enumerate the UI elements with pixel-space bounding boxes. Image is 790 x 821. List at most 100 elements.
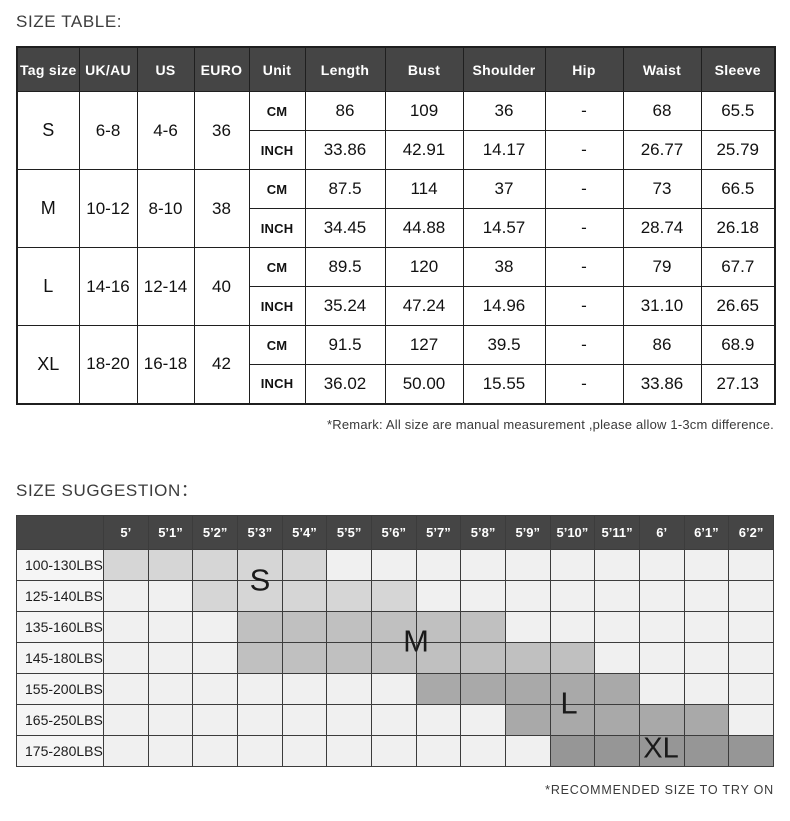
measurement-cell: 109 (384, 91, 464, 131)
empty-cell (147, 579, 194, 612)
weight-row: 100-130LBS (16, 548, 774, 581)
weight-label-cell: 165-250LBS (16, 703, 104, 736)
uk-au-cell: 6-8 (78, 91, 138, 170)
size-suggestion-grid: 5’ 5’1” 5’2” 5’3” 5’4” 5’5” 5’6” 5’7” 5’8” 5’9” 5’… (16, 514, 774, 767)
empty-cell (415, 734, 462, 767)
measurement-cell: - (544, 208, 624, 248)
euro-cell: 42 (193, 325, 250, 404)
weight-label-cell: 100-130LBS (16, 548, 104, 581)
empty-cell (147, 641, 194, 674)
size-region-cell-m (281, 610, 328, 643)
size-region-cell-s (370, 579, 417, 612)
measurement-cell: 79 (622, 247, 702, 287)
measurement-cell: 120 (384, 247, 464, 287)
size-region-cell-xl (549, 734, 596, 767)
measurement-cell: 34.45 (304, 208, 386, 248)
height-column-header: 5’5” (326, 514, 372, 550)
empty-cell (326, 672, 372, 705)
measurement-cell: 37 (462, 169, 546, 209)
height-column-header: 5’8” (460, 514, 506, 550)
empty-cell (192, 610, 238, 643)
empty-cell (281, 734, 328, 767)
empty-cell (683, 672, 730, 705)
empty-cell (147, 734, 194, 767)
weight-row: 135-160LBS (16, 610, 774, 643)
empty-cell (192, 641, 238, 674)
height-column-header: 5’6” (370, 514, 417, 550)
measurement-cell: 73 (622, 169, 702, 209)
us-cell: 4-6 (136, 91, 195, 170)
size-table-column-header: Shoulder (462, 46, 546, 92)
us-cell: 8-10 (136, 169, 195, 248)
empty-cell (236, 672, 283, 705)
size-row-cm: S 6-8 4-6 36 CM 86 109 36-68 65.5 (16, 91, 776, 170)
empty-cell (326, 548, 372, 581)
size-region-cell-l (549, 672, 596, 705)
unit-cell: CM (248, 325, 306, 365)
tag-size-cell: M (16, 169, 80, 248)
size-region-cell-s (236, 579, 283, 612)
size-table-column-header: Unit (248, 46, 306, 92)
size-table-column-header: UK/AU (78, 46, 138, 92)
empty-cell (103, 610, 149, 643)
uk-au-cell: 18-20 (78, 325, 138, 404)
empty-cell (192, 672, 238, 705)
size-region-cell-l (638, 703, 685, 736)
measurement-cell: 67.7 (700, 247, 776, 287)
size-region-cell-xl (638, 734, 685, 767)
unit-cell: CM (248, 169, 306, 209)
empty-cell (370, 548, 417, 581)
tag-size-cell: S (16, 91, 80, 170)
suggestion-body: 100-130LBS 125-140LBS 135-160LBS 145-180LBS… (16, 548, 774, 767)
height-column-header: 5’11” (594, 514, 640, 550)
measurement-cell: 27.13 (700, 364, 776, 404)
empty-cell (594, 610, 640, 643)
size-region-cell-s (192, 579, 238, 612)
measurement-cell: 36.02 (304, 364, 386, 404)
size-region-cell-s (192, 548, 238, 581)
empty-cell (370, 734, 417, 767)
empty-cell (147, 703, 194, 736)
empty-cell (683, 579, 730, 612)
weight-row: 175-280LBS (16, 734, 774, 767)
euro-cell: 36 (193, 91, 250, 170)
size-table-column-header: Tag size (16, 46, 80, 92)
size-table-column-header: Waist (622, 46, 702, 92)
size-region-cell-m (236, 641, 283, 674)
measurement-cell: 44.88 (384, 208, 464, 248)
euro-cell: 38 (193, 169, 250, 248)
empty-cell (415, 703, 462, 736)
empty-cell (103, 579, 149, 612)
measurement-cell: 31.10 (622, 286, 702, 326)
measurement-cell: 86 (304, 91, 386, 131)
empty-cell (460, 703, 506, 736)
measurement-cell: - (544, 169, 624, 209)
weight-row: 165-250LBS (16, 703, 774, 736)
size-table: Tag size UK/AU US EURO Unit Length Bust Shoulde… (16, 46, 776, 405)
size-region-cell-m (460, 610, 506, 643)
height-column-header: 5’3” (236, 514, 283, 550)
suggestion-corner-cell (16, 514, 104, 550)
size-region-cell-s (147, 548, 194, 581)
empty-cell (728, 703, 774, 736)
empty-cell (549, 579, 596, 612)
empty-cell (504, 579, 551, 612)
weight-label-cell: 125-140LBS (16, 579, 104, 612)
size-region-cell-xl (728, 734, 774, 767)
size-suggestion-table: 5’ 5’1” 5’2” 5’3” 5’4” 5’5” 5’6” 5’7” 5’8” 5’9” 5’… (16, 514, 774, 767)
size-table-column-header: US (136, 46, 195, 92)
empty-cell (281, 703, 328, 736)
measurement-cell: 87.5 (304, 169, 386, 209)
empty-cell (236, 734, 283, 767)
empty-cell (236, 703, 283, 736)
empty-cell (460, 579, 506, 612)
size-chart-page: SIZE TABLE: Tag size UK/AU US EURO Unit Lengt… (16, 12, 776, 797)
empty-cell (728, 672, 774, 705)
uk-au-cell: 10-12 (78, 169, 138, 248)
weight-label-cell: 135-160LBS (16, 610, 104, 643)
measurement-cell: 28.74 (622, 208, 702, 248)
size-region-cell-m (370, 641, 417, 674)
empty-cell (594, 579, 640, 612)
empty-cell (728, 610, 774, 643)
unit-cell: INCH (248, 364, 306, 404)
